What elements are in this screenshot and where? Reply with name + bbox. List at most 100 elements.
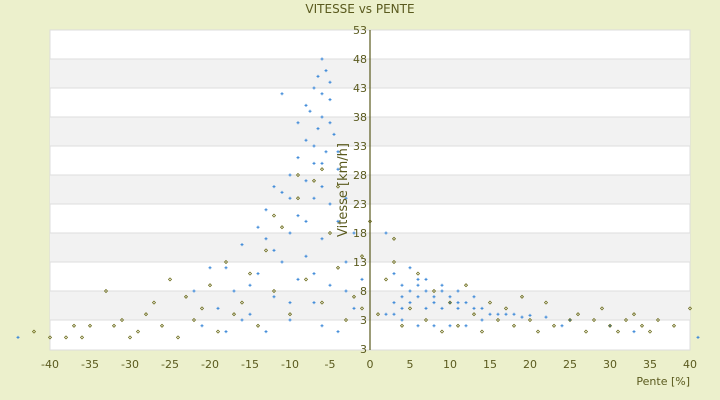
data-point-blue: [328, 121, 332, 125]
data-point-olive: [247, 271, 253, 276]
data-point-blue: [360, 277, 364, 281]
x-tick-label: 10: [443, 358, 457, 371]
data-point-blue: [304, 219, 308, 223]
data-point-olive: [543, 300, 549, 305]
data-point-olive: [175, 335, 181, 340]
data-point-olive: [335, 184, 341, 189]
data-point-blue: [312, 144, 316, 148]
data-point-olive: [87, 323, 93, 328]
data-point-olive: [311, 178, 317, 183]
y-tick-label: 38: [353, 111, 367, 124]
data-point-blue: [432, 324, 436, 328]
data-point-olive: [191, 317, 197, 323]
data-point-blue: [528, 313, 532, 317]
y-tick-label: 3: [360, 343, 367, 356]
data-point-olive: [111, 323, 117, 328]
data-point-olive: [607, 323, 613, 328]
data-point-blue: [328, 202, 332, 206]
data-point-blue: [304, 179, 308, 183]
data-point-olive: [119, 317, 125, 323]
data-point-olive: [631, 312, 637, 317]
data-point-blue: [424, 277, 428, 281]
x-tick-label: -10: [281, 358, 299, 371]
data-point-blue: [456, 301, 460, 305]
data-point-blue: [288, 196, 292, 200]
data-point-olive: [159, 323, 165, 328]
data-point-blue: [16, 335, 20, 339]
x-tick-label: -30: [121, 358, 139, 371]
data-point-blue: [288, 173, 292, 177]
data-point-olive: [63, 335, 69, 340]
data-point-blue: [320, 57, 324, 61]
data-point-blue: [448, 295, 452, 299]
data-point-olive: [567, 317, 573, 323]
data-point-blue: [320, 115, 324, 119]
data-point-olive: [487, 300, 493, 305]
data-point-olive: [399, 323, 405, 328]
data-point-blue: [224, 266, 228, 270]
x-tick-label: -15: [241, 358, 259, 371]
x-tick-label: -5: [325, 358, 336, 371]
data-point-blue: [464, 324, 468, 328]
data-point-blue: [328, 98, 332, 102]
data-point-olive: [127, 335, 133, 340]
data-point-olive: [407, 306, 413, 311]
data-point-olive: [391, 259, 397, 265]
data-point-blue: [328, 80, 332, 84]
data-point-blue: [440, 306, 444, 310]
data-point-olive: [79, 335, 85, 340]
data-point-blue: [280, 92, 284, 96]
data-point-olive: [319, 300, 325, 305]
data-point-blue: [480, 306, 484, 310]
data-point-olive: [511, 323, 517, 328]
data-point-blue: [336, 150, 340, 154]
data-point-olive: [439, 329, 445, 334]
data-point-blue: [320, 92, 324, 96]
data-point-olive: [503, 306, 509, 311]
data-point-blue: [224, 330, 228, 334]
data-point-blue: [272, 295, 276, 299]
data-point-blue: [448, 324, 452, 328]
data-point-blue: [200, 324, 204, 328]
data-point-blue: [320, 161, 324, 165]
data-point-blue: [312, 86, 316, 90]
data-point-blue: [496, 312, 500, 316]
data-point-olive: [135, 329, 141, 334]
y-tick-label: 13: [353, 256, 367, 269]
data-point-blue: [288, 318, 292, 322]
data-point-blue: [432, 295, 436, 299]
data-point-blue: [352, 231, 356, 235]
x-tick-label: 40: [683, 358, 697, 371]
data-point-olive: [375, 312, 381, 317]
data-point-olive: [47, 335, 53, 340]
data-point-blue: [336, 167, 340, 171]
data-point-blue: [344, 196, 348, 200]
y-tick-label: 18: [353, 227, 367, 240]
data-point-blue: [336, 330, 340, 334]
data-point-blue: [416, 283, 420, 287]
x-tick-label: 30: [603, 358, 617, 371]
data-point-blue: [416, 324, 420, 328]
data-point-olive: [415, 271, 421, 276]
x-tick-label: 5: [407, 358, 414, 371]
data-point-olive: [167, 277, 173, 282]
data-point-blue: [256, 225, 260, 229]
data-point-blue: [456, 306, 460, 310]
data-point-olive: [471, 312, 477, 317]
data-point-blue: [432, 301, 436, 305]
data-point-olive: [455, 323, 461, 328]
data-point-blue: [248, 283, 252, 287]
data-point-olive: [687, 306, 693, 311]
data-point-blue: [264, 237, 268, 241]
data-point-blue: [440, 289, 444, 293]
x-tick-label: -20: [201, 358, 219, 371]
data-point-olive: [447, 300, 453, 305]
data-point-blue: [256, 272, 260, 276]
data-point-olive: [335, 265, 341, 270]
data-point-blue: [316, 74, 320, 78]
data-point-olive: [287, 312, 293, 317]
chart-title: VITESSE vs PENTE: [305, 2, 415, 16]
data-point-blue: [504, 312, 508, 316]
data-point-olive: [583, 329, 589, 334]
data-point-blue: [344, 260, 348, 264]
